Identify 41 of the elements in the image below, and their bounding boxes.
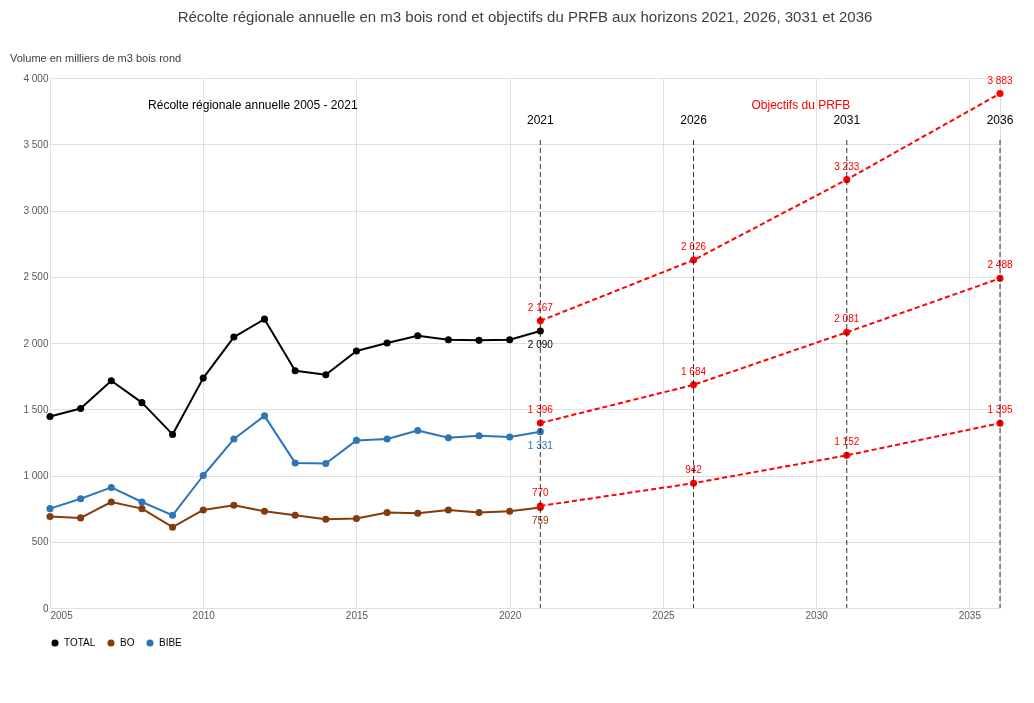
x-tick-label: 2025: [652, 609, 675, 621]
data-label: 770: [531, 486, 550, 498]
chart-title: Récolte régionale annuelle en m3 bois rond et objectifs du PRFB aux horizons 2021, 2026, 3031 et 2036: [177, 8, 873, 25]
y-tick-label: 3 500: [23, 138, 49, 150]
data-label: 1 152: [834, 436, 860, 448]
y-tick-label: 0: [42, 602, 49, 614]
ref-line-label: 2026: [680, 113, 708, 127]
y-tick-label: 1 500: [23, 403, 49, 415]
legend-label: BIBE: [159, 637, 183, 648]
x-tick-label: 2035: [958, 609, 982, 621]
data-label: 942: [685, 464, 703, 476]
data-label: 1 396: [527, 404, 554, 416]
data-label: 2 167: [527, 301, 554, 313]
x-tick-label: 2020: [499, 609, 522, 621]
x-tick-label: 2015: [345, 609, 369, 621]
legend-label: BO: [120, 637, 135, 648]
y-tick-label: 3 000: [23, 205, 49, 216]
data-label: 2 090: [527, 339, 554, 351]
y-tick-label: 4 000: [23, 72, 49, 84]
data-label: 2 488: [987, 259, 1013, 271]
y-tick-label: 2 000: [23, 337, 49, 349]
data-label: 2 081: [834, 313, 860, 325]
x-tick-label: 2030: [805, 609, 829, 621]
x-tick-label: 2005: [50, 609, 74, 621]
annotation: Objectifs du PRFB: [751, 97, 851, 112]
ref-line-label: 2021: [526, 113, 554, 127]
annotation: Récolte régionale annuelle 2005 - 2021: [148, 97, 358, 112]
y-tick-label: 2 500: [23, 271, 49, 283]
y-axis-title: Volume en milliers de m3 bois rond: [10, 52, 182, 64]
y-tick-label: 500: [31, 536, 49, 548]
y-tick-label: 1 000: [23, 470, 49, 481]
data-label: 1 395: [987, 404, 1013, 416]
x-tick-label: 2010: [192, 609, 216, 621]
data-label: 1 684: [681, 365, 707, 377]
data-label: 3 883: [987, 74, 1013, 86]
ref-line-label: 2031: [833, 113, 861, 127]
data-label: 1 331: [527, 439, 554, 451]
ref-line-label: 2036: [986, 113, 1014, 127]
data-label: 759: [531, 515, 550, 527]
data-label: 2 626: [681, 241, 707, 253]
legend-label: TOTAL: [64, 637, 96, 648]
